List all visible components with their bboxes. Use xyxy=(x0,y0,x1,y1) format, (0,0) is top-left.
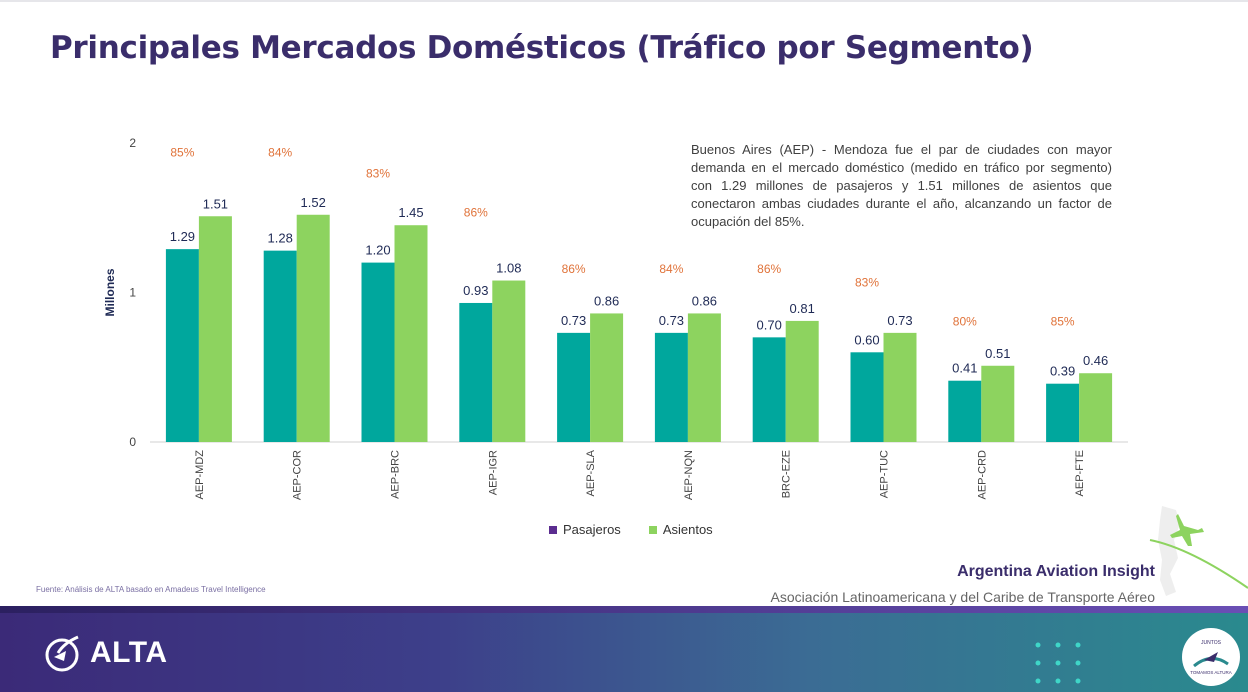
dots-decoration xyxy=(1035,642,1081,684)
juntos-badge: JUNTOS TOMAMOS ALTURA xyxy=(1182,628,1240,686)
bar-pasajeros-aep-mdz xyxy=(165,249,199,442)
load-factor-aep-fte: 85% xyxy=(1051,314,1075,328)
load-factor-aep-sla: 86% xyxy=(562,262,586,276)
bar-asientos-brc-eze xyxy=(785,320,819,442)
data-label-pasajeros-aep-tuc: 0.60 xyxy=(854,332,879,347)
legend-item-pasajeros: Pasajeros xyxy=(549,522,621,537)
legend-label-pasajeros: Pasajeros xyxy=(563,522,621,537)
data-label-pasajeros-aep-cor: 1.28 xyxy=(268,231,293,246)
bar-asientos-aep-igr xyxy=(492,280,526,442)
bar-asientos-aep-cor xyxy=(296,214,330,442)
data-label-pasajeros-aep-sla: 0.73 xyxy=(561,313,586,328)
bar-pasajeros-aep-sla xyxy=(557,332,591,442)
data-label-asientos-aep-fte: 0.46 xyxy=(1083,353,1108,368)
load-factor-aep-tuc: 83% xyxy=(855,276,879,290)
data-label-asientos-aep-brc: 1.45 xyxy=(398,205,423,220)
bar-pasajeros-aep-nqn xyxy=(654,332,688,442)
x-tick-label: AEP-IGR xyxy=(487,450,499,495)
data-label-pasajeros-brc-eze: 0.70 xyxy=(757,317,782,332)
load-factor-aep-mdz: 85% xyxy=(170,145,194,159)
data-label-asientos-aep-sla: 0.86 xyxy=(594,293,619,308)
chart-legend: Pasajeros Asientos xyxy=(549,522,713,537)
globe-plane-icon xyxy=(45,635,79,672)
bar-pasajeros-aep-crd xyxy=(948,380,982,442)
footer-accent-bar xyxy=(0,606,1248,613)
x-tick-label: AEP-BRC xyxy=(390,450,402,499)
bar-asientos-aep-sla xyxy=(590,313,624,442)
bar-pasajeros-aep-tuc xyxy=(850,352,884,442)
data-label-asientos-aep-mdz: 1.51 xyxy=(203,196,228,211)
data-label-pasajeros-aep-brc: 1.20 xyxy=(365,243,390,258)
data-label-asientos-aep-cor: 1.52 xyxy=(301,195,326,210)
bar-asientos-aep-brc xyxy=(394,225,428,442)
y-tick-label: 2 xyxy=(129,136,136,150)
brand-subtitle: Asociación Latinoamericana y del Caribe … xyxy=(770,589,1155,605)
load-factor-aep-brc: 83% xyxy=(366,166,390,180)
chart-annotation: Buenos Aires (AEP) - Mendoza fue el par … xyxy=(691,142,1112,229)
data-label-pasajeros-aep-nqn: 0.73 xyxy=(659,313,684,328)
page-title: Principales Mercados Domésticos (Tráfico… xyxy=(50,30,1034,66)
brand-block: Argentina Aviation Insight Asociación La… xyxy=(771,563,1155,605)
badge-emblem: JUNTOS TOMAMOS ALTURA xyxy=(1190,640,1232,675)
bar-pasajeros-aep-igr xyxy=(459,302,493,442)
bar-asientos-aep-mdz xyxy=(198,216,232,442)
bar-pasajeros-brc-eze xyxy=(752,337,786,442)
x-tick-label: AEP-CRD xyxy=(976,450,988,500)
badge-top-text: JUNTOS xyxy=(1201,640,1222,646)
bar-pasajeros-aep-cor xyxy=(263,250,297,442)
load-factor-aep-cor: 84% xyxy=(268,145,292,159)
data-label-asientos-aep-crd: 0.51 xyxy=(985,346,1010,361)
alta-logo-text: ALTA xyxy=(90,636,168,669)
data-label-pasajeros-aep-mdz: 1.29 xyxy=(170,229,195,244)
load-factor-aep-crd: 80% xyxy=(953,314,977,328)
bar-asientos-aep-fte xyxy=(1079,373,1113,442)
data-label-asientos-aep-igr: 1.08 xyxy=(496,261,521,276)
legend-swatch-asientos xyxy=(648,525,657,534)
data-label-asientos-aep-tuc: 0.73 xyxy=(887,313,912,328)
x-tick-label: AEP-FTE xyxy=(1074,450,1086,496)
x-tick-label: AEP-TUC xyxy=(879,450,891,498)
data-label-asientos-brc-eze: 0.81 xyxy=(790,301,815,316)
data-label-pasajeros-aep-igr: 0.93 xyxy=(463,283,488,298)
x-tick-label: BRC-EZE xyxy=(781,450,793,498)
alta-logo: ALTA xyxy=(44,633,168,673)
x-tick-label: AEP-MDZ xyxy=(194,450,206,500)
data-label-pasajeros-aep-fte: 0.39 xyxy=(1050,364,1075,379)
y-axis-label: Millones xyxy=(103,268,117,316)
bar-asientos-aep-nqn xyxy=(687,313,721,442)
top-divider xyxy=(0,0,1248,2)
legend-swatch-pasajeros xyxy=(549,525,557,534)
y-tick-label: 0 xyxy=(129,435,136,449)
bar-pasajeros-aep-fte xyxy=(1046,383,1080,442)
brand-title: Argentina Aviation Insight xyxy=(957,563,1155,580)
data-label-asientos-aep-nqn: 0.86 xyxy=(692,293,717,308)
x-tick-label: AEP-SLA xyxy=(585,449,597,496)
load-factor-aep-nqn: 84% xyxy=(659,262,683,276)
bar-pasajeros-aep-brc xyxy=(361,262,395,442)
x-tick-label: AEP-COR xyxy=(292,450,304,500)
badge-bottom-text: TOMAMOS ALTURA xyxy=(1190,670,1232,675)
bar-asientos-aep-tuc xyxy=(883,332,917,442)
argentina-map-plane-icon xyxy=(1149,506,1248,596)
legend-item-asientos: Asientos xyxy=(648,522,713,537)
load-factor-aep-igr: 86% xyxy=(464,205,488,219)
source-note: Fuente: Análisis de ALTA basado en Amade… xyxy=(36,585,266,594)
footer xyxy=(0,613,1248,692)
x-tick-label: AEP-NQN xyxy=(683,450,695,500)
y-tick-label: 1 xyxy=(129,286,136,300)
legend-label-asientos: Asientos xyxy=(662,522,713,537)
bar-chart: 0 1 2 Millones 1.29 1.51 85% AEP-MDZ 1.28 1.52 84%… xyxy=(103,136,1128,500)
bar-asientos-aep-crd xyxy=(981,365,1015,442)
data-label-pasajeros-aep-crd: 0.41 xyxy=(952,361,977,376)
load-factor-brc-eze: 86% xyxy=(757,262,781,276)
